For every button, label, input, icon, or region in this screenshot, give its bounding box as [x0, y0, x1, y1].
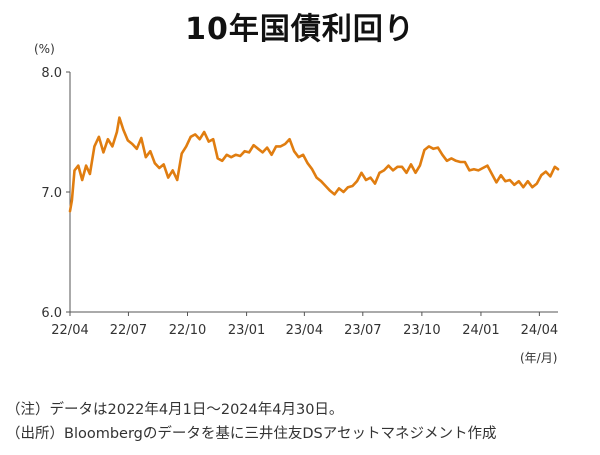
x-tick-label: 22/07 — [110, 323, 147, 338]
x-tick-label: 24/01 — [462, 323, 499, 338]
x-tick-label: 23/07 — [344, 323, 381, 338]
source-text: （出所）Bloombergのデータを基に三井住友DSアセットマネジメント作成 — [6, 426, 497, 442]
x-tick-label: 22/10 — [169, 323, 206, 338]
series-layer — [68, 116, 560, 213]
series-line — [68, 116, 560, 213]
y-tick-label: 8.0 — [41, 66, 62, 81]
x-tick-label: 24/04 — [521, 323, 558, 338]
axes — [69, 72, 558, 313]
y-tick-label: 6.0 — [41, 306, 62, 321]
y-unit-label: (%) — [34, 42, 55, 56]
x-tick-label: 22/04 — [51, 323, 88, 338]
chart-area: (%) (年/月) 8.0 7.0 6.0 22/04 22/07 22/10 23/01 2… — [34, 42, 560, 365]
chart-title: 10年国債利回り — [185, 12, 415, 47]
x-tick-label: 23/10 — [403, 323, 440, 338]
x-tick-label: 23/01 — [228, 323, 265, 338]
x-tick-label: 23/04 — [286, 323, 323, 338]
tick-labels: 8.0 7.0 6.0 22/04 22/07 22/10 23/01 23/04 23/07 2… — [41, 66, 558, 338]
note-text: （注）データは2022年4月1日～2024年4月30日。 — [6, 402, 344, 418]
x-unit-label: (年/月) — [520, 351, 557, 365]
y-tick-label: 7.0 — [41, 186, 62, 201]
